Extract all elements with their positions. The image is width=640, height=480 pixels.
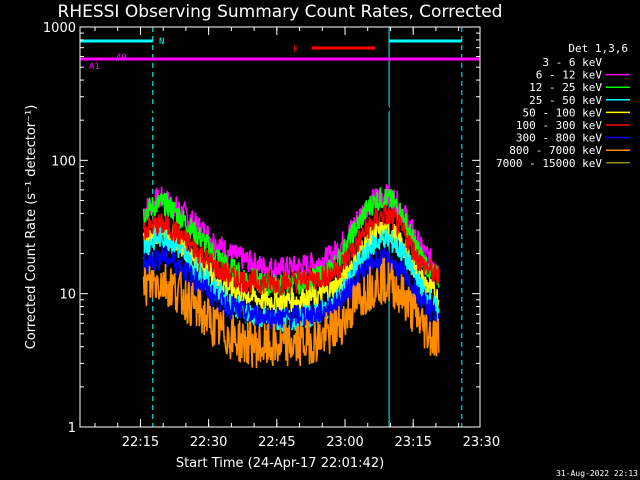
legend-label: 12 - 25 keV [529, 81, 602, 94]
x-tick-label: 23:30 [463, 435, 500, 450]
series-5 [142, 204, 440, 296]
legend-label: 6 - 12 keV [536, 69, 603, 82]
series-line-7 [142, 257, 440, 369]
y-tick-label: 10 [59, 288, 76, 303]
render-timestamp: 31-Aug-2022 22:13 [556, 469, 638, 478]
series-7 [142, 257, 440, 369]
x-axis-label: Start Time (24-Apr-17 22:01:42) [176, 456, 384, 471]
series-6 [142, 245, 440, 331]
legend-label: 100 - 300 keV [516, 119, 602, 132]
plot-frame [79, 26, 481, 428]
legend-title: Det 1,3,6 [568, 42, 628, 55]
x-tick-label: 22:30 [190, 435, 227, 450]
y-tick-label: 1 [68, 421, 76, 436]
plot-area: N A0 F A1 [79, 27, 480, 427]
x-tick-label: 22:45 [258, 435, 295, 450]
bar-label-a0: A0 [116, 53, 127, 63]
legend-label: 300 - 800 keV [516, 132, 602, 145]
legend-label: 3 - 6 keV [542, 56, 602, 69]
legend-label: 7000 - 15000 keV [496, 157, 602, 170]
series-line-5 [142, 204, 440, 296]
y-tick-label: 100 [51, 154, 76, 169]
x-tick-label: 22:15 [122, 435, 159, 450]
bar-label-n: N [159, 37, 164, 47]
legend-label: 25 - 50 keV [529, 94, 602, 107]
axes: 1 10 100 1000 22:15 22:30 22:45 23:00 23:15 23:30 [43, 21, 500, 450]
legend-label: 50 - 100 keV [523, 106, 603, 119]
x-tick-label: 23:15 [394, 435, 431, 450]
series-0 [143, 97, 444, 178]
bar-label-f: F [293, 45, 298, 55]
y-axis-label: Corrected Count Rate (s⁻¹ detector⁻¹) [24, 105, 39, 350]
legend-label: 800 - 7000 keV [509, 144, 602, 157]
bar-label-a1: A1 [89, 62, 100, 72]
series-line-0 [143, 97, 444, 178]
y-tick-label: 1000 [43, 21, 76, 36]
chart-title: RHESSI Observing Summary Count Rates, Co… [58, 2, 503, 22]
x-tick-label: 23:00 [326, 435, 363, 450]
series-line-6 [142, 245, 440, 331]
